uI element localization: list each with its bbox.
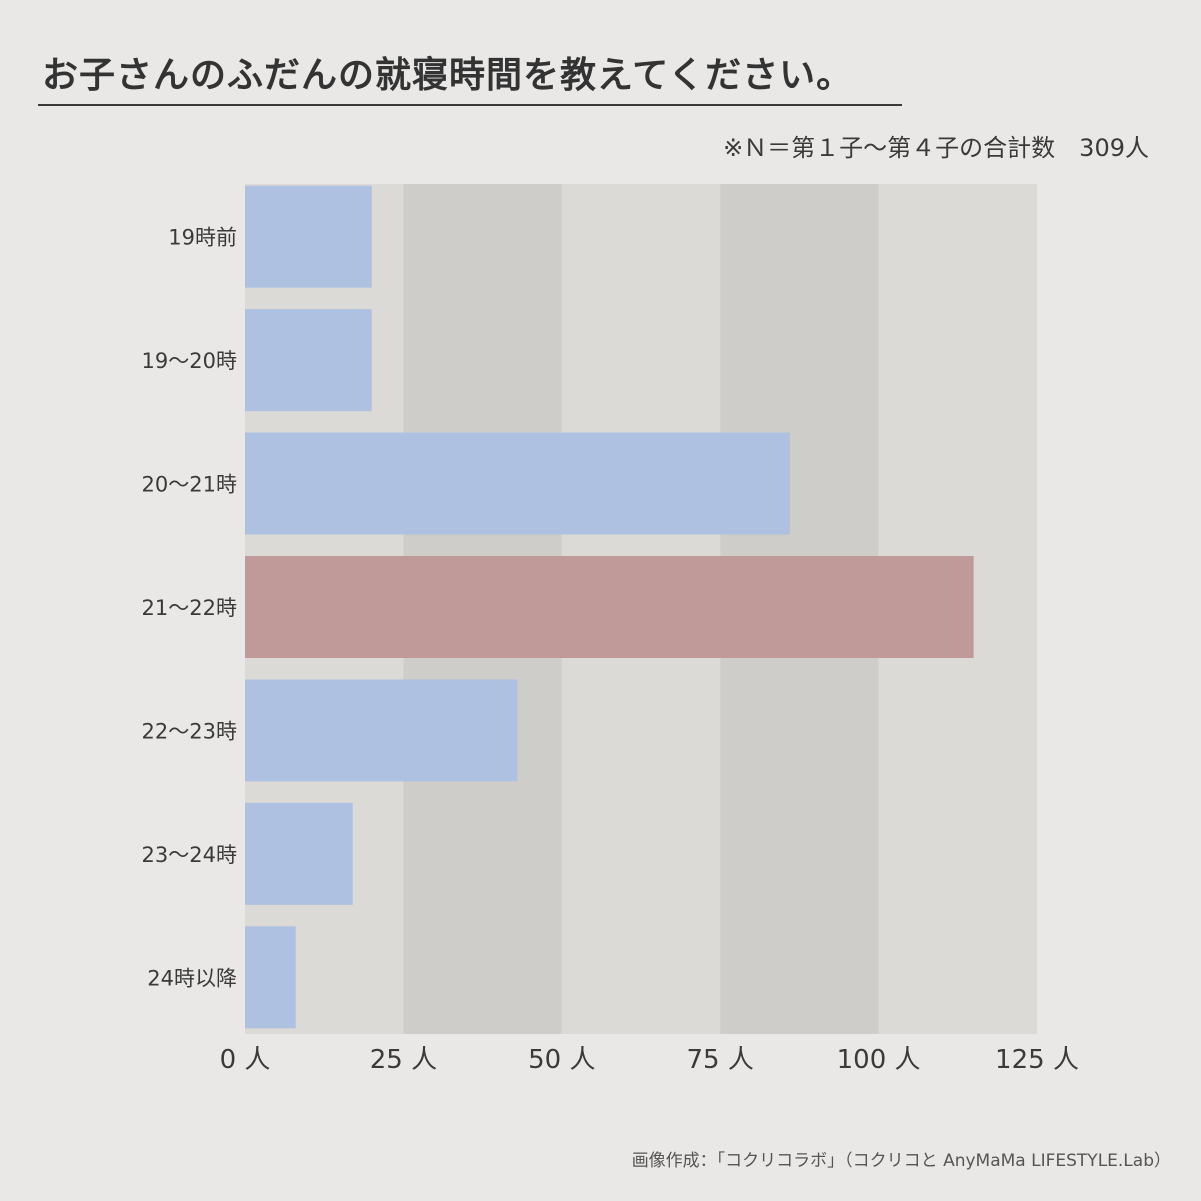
category-label: 19～20時	[142, 349, 237, 373]
x-tick-label: 50 人	[528, 1045, 595, 1075]
x-tick-label: 125 人	[995, 1045, 1079, 1075]
category-label: 23～24時	[142, 843, 237, 867]
title-underline	[38, 104, 902, 106]
bar-3	[245, 556, 974, 658]
x-tick-label: 0 人	[220, 1045, 271, 1075]
bar-2	[245, 432, 790, 535]
image-credit: 画像作成：「コクリコラボ」（コクリコと AnyMaMa LIFESTYLE.La…	[631, 1151, 1171, 1171]
category-label: 21～22時	[142, 596, 237, 620]
x-tick-label: 75 人	[687, 1045, 754, 1075]
bar-6	[245, 926, 296, 1029]
category-label: 22～23時	[142, 719, 237, 743]
x-tick-label: 25 人	[370, 1045, 437, 1075]
bar-1	[245, 309, 372, 412]
sample-size-note: ※Ｎ＝第１子～第４子の合計数 309人	[723, 134, 1149, 162]
bar-0	[245, 185, 372, 288]
category-label: 24時以降	[147, 966, 237, 990]
bar-5	[245, 802, 353, 905]
bar-4	[245, 679, 518, 782]
category-label: 19時前	[168, 226, 237, 250]
category-label: 20～21時	[142, 473, 237, 497]
x-tick-label: 100 人	[837, 1045, 921, 1075]
chart-title: お子さんのふだんの就寝時間を教えてください。	[42, 55, 854, 96]
bar-chart: 19時前 19～20時 20～21時 21～22時 22～23時 23～24時 24時以降 0…	[142, 184, 1079, 1075]
